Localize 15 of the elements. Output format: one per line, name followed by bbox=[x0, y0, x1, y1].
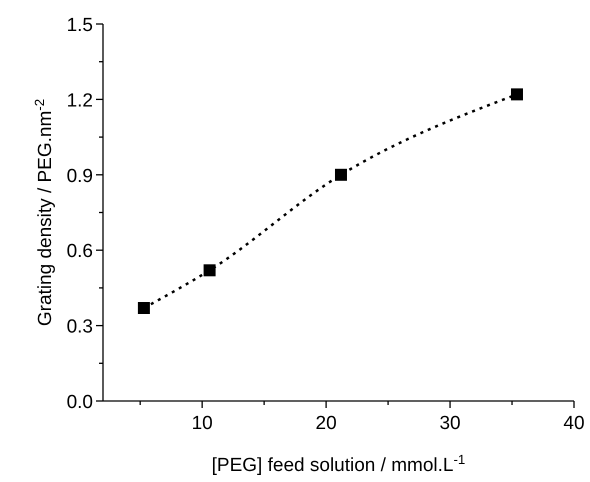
y-tick-label: 1.2 bbox=[66, 90, 93, 112]
point bbox=[138, 302, 150, 314]
x-axis-title: [PEG] feed solution / mmol.L$^{-1}$ bbox=[212, 452, 466, 476]
point bbox=[204, 264, 216, 276]
x-tick-label: 40 bbox=[563, 413, 585, 434]
x-tick-label: 20 bbox=[316, 413, 337, 434]
y-tick-label: 1.5 bbox=[66, 15, 93, 36]
y-tick-label: 0.3 bbox=[66, 316, 93, 338]
y-tick-label: 0.6 bbox=[66, 241, 93, 262]
y-tick-label: 0.0 bbox=[66, 392, 93, 413]
point bbox=[334, 168, 347, 181]
x-tick-label: 10 bbox=[192, 413, 213, 434]
x-tick-label: 30 bbox=[439, 413, 461, 434]
point bbox=[510, 88, 523, 100]
y-tick-label: 0.9 bbox=[66, 166, 93, 187]
